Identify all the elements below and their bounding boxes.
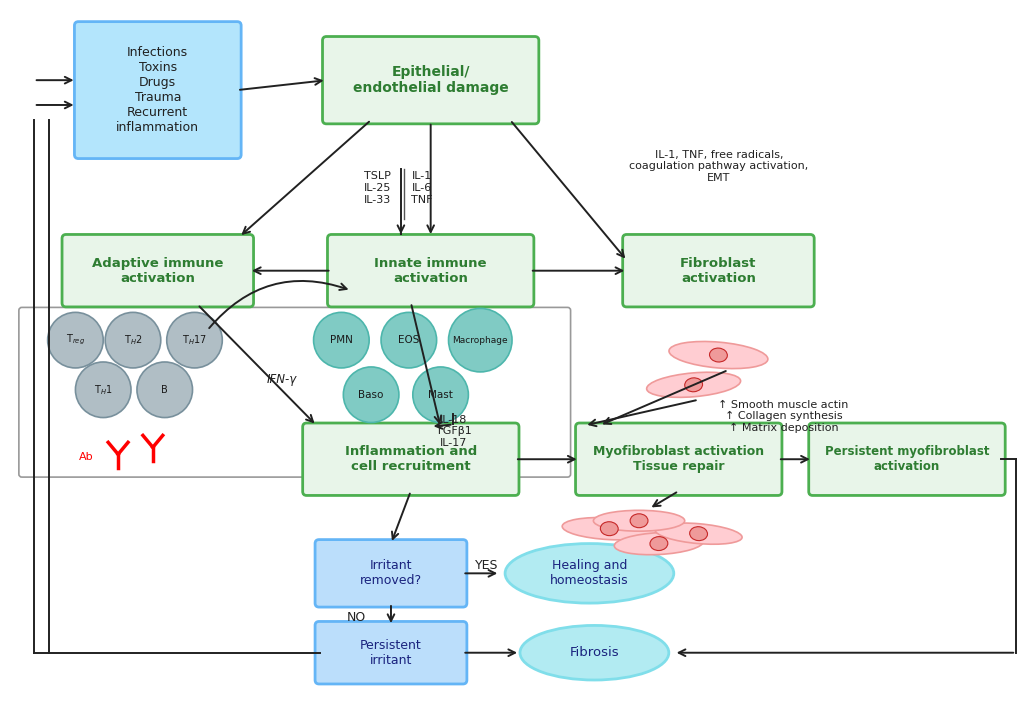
Text: Infections
Toxins
Drugs
Trauma
Recurrent
inflammation: Infections Toxins Drugs Trauma Recurrent… <box>116 46 200 134</box>
FancyBboxPatch shape <box>62 235 253 307</box>
Text: IL-1
IL-6
TNF: IL-1 IL-6 TNF <box>410 171 432 204</box>
Ellipse shape <box>650 536 668 551</box>
Text: PMN: PMN <box>330 335 353 345</box>
FancyBboxPatch shape <box>315 621 467 684</box>
Text: IFN-γ: IFN-γ <box>267 374 297 387</box>
Circle shape <box>449 308 512 372</box>
Ellipse shape <box>656 523 742 544</box>
Ellipse shape <box>690 527 707 541</box>
FancyBboxPatch shape <box>328 235 534 307</box>
Circle shape <box>313 312 369 368</box>
Text: IL-18
TGFβ1
IL-17: IL-18 TGFβ1 IL-17 <box>435 415 472 448</box>
Text: Ab: Ab <box>79 452 93 462</box>
Circle shape <box>382 312 436 368</box>
Ellipse shape <box>601 522 618 536</box>
Circle shape <box>75 362 131 418</box>
Ellipse shape <box>709 348 727 362</box>
Text: Mast: Mast <box>428 390 453 400</box>
Text: Innate immune
activation: Innate immune activation <box>374 257 487 284</box>
Text: Irritant
removed?: Irritant removed? <box>360 559 422 588</box>
Text: Inflammation and
cell recruitment: Inflammation and cell recruitment <box>344 445 477 473</box>
FancyBboxPatch shape <box>323 37 539 124</box>
Text: T$_{reg}$: T$_{reg}$ <box>66 333 85 347</box>
Text: Healing and
homeostasis: Healing and homeostasis <box>550 559 629 588</box>
Text: Baso: Baso <box>359 390 384 400</box>
Circle shape <box>105 312 160 368</box>
Ellipse shape <box>669 341 768 369</box>
Ellipse shape <box>562 518 657 540</box>
Circle shape <box>343 367 399 423</box>
Text: T$_H$17: T$_H$17 <box>182 333 207 347</box>
Text: Persistent myofibroblast
activation: Persistent myofibroblast activation <box>825 445 990 473</box>
Ellipse shape <box>520 626 669 680</box>
FancyBboxPatch shape <box>809 423 1005 495</box>
FancyBboxPatch shape <box>315 539 467 607</box>
FancyBboxPatch shape <box>74 22 241 158</box>
Text: YES: YES <box>476 559 498 572</box>
Ellipse shape <box>614 532 703 554</box>
Text: ↑ Smooth muscle actin
↑ Collagen synthesis
↑ Matrix deposition: ↑ Smooth muscle actin ↑ Collagen synthes… <box>719 400 849 433</box>
Text: EOS: EOS <box>398 335 420 345</box>
Ellipse shape <box>685 378 702 392</box>
FancyBboxPatch shape <box>303 423 519 495</box>
Circle shape <box>166 312 222 368</box>
Text: Fibroblast
activation: Fibroblast activation <box>680 257 757 284</box>
Circle shape <box>413 367 468 423</box>
Circle shape <box>136 362 192 418</box>
Text: IL-1, TNF, free radicals,
coagulation pathway activation,
EMT: IL-1, TNF, free radicals, coagulation pa… <box>629 150 809 183</box>
Text: NO: NO <box>346 611 366 624</box>
Text: Adaptive immune
activation: Adaptive immune activation <box>92 257 223 284</box>
Text: TSLP
IL-25
IL-33: TSLP IL-25 IL-33 <box>364 171 391 204</box>
Text: T$_H$2: T$_H$2 <box>124 333 143 347</box>
Text: Macrophage: Macrophage <box>453 336 508 345</box>
Text: Epithelial/
endothelial damage: Epithelial/ endothelial damage <box>353 65 509 95</box>
Text: Fibrosis: Fibrosis <box>570 647 619 660</box>
Circle shape <box>48 312 103 368</box>
Text: Persistent
irritant: Persistent irritant <box>360 639 422 667</box>
Ellipse shape <box>630 514 648 528</box>
FancyBboxPatch shape <box>576 423 782 495</box>
Text: Myofibroblast activation
Tissue repair: Myofibroblast activation Tissue repair <box>594 445 764 473</box>
Ellipse shape <box>505 544 674 603</box>
Text: B: B <box>161 384 169 395</box>
FancyBboxPatch shape <box>622 235 814 307</box>
Text: T$_H$1: T$_H$1 <box>94 383 113 397</box>
Ellipse shape <box>646 372 740 397</box>
Ellipse shape <box>594 510 685 531</box>
